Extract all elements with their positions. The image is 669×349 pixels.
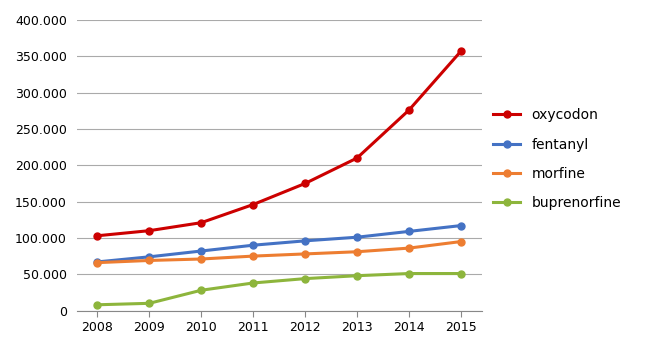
buprenorfine [197,288,205,292]
fentanyl [457,223,465,228]
fentanyl [405,229,413,233]
morfine [94,261,102,265]
oxycodon [145,229,153,233]
oxycodon [353,156,361,160]
oxycodon [249,202,257,207]
morfine [353,250,361,254]
fentanyl [301,239,309,243]
oxycodon [405,108,413,112]
morfine [301,252,309,256]
fentanyl [197,249,205,253]
oxycodon [457,49,465,53]
morfine [457,239,465,244]
buprenorfine [353,274,361,278]
buprenorfine [405,272,413,276]
buprenorfine [457,272,465,276]
fentanyl [145,255,153,259]
Line: oxycodon: oxycodon [94,48,464,239]
oxycodon [94,234,102,238]
oxycodon [301,181,309,186]
morfine [405,246,413,250]
Line: morfine: morfine [94,238,464,266]
oxycodon [197,221,205,225]
buprenorfine [145,301,153,305]
fentanyl [353,235,361,239]
buprenorfine [94,303,102,307]
morfine [249,254,257,258]
buprenorfine [249,281,257,285]
buprenorfine [301,276,309,281]
fentanyl [249,243,257,247]
morfine [145,258,153,262]
Line: fentanyl: fentanyl [94,222,464,265]
morfine [197,257,205,261]
Line: buprenorfine: buprenorfine [94,270,464,308]
fentanyl [94,260,102,264]
Legend: oxycodon, fentanyl, morfine, buprenorfine: oxycodon, fentanyl, morfine, buprenorfin… [492,108,622,210]
